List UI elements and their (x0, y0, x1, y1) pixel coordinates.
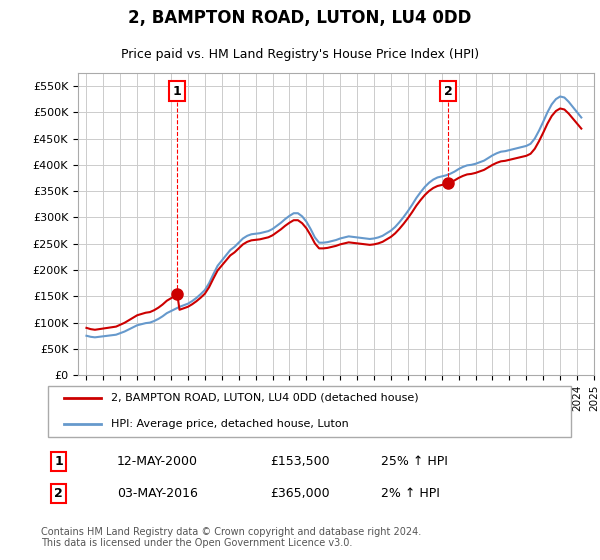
Text: 1: 1 (54, 455, 63, 468)
Text: HPI: Average price, detached house, Luton: HPI: Average price, detached house, Luto… (112, 419, 349, 429)
Text: £153,500: £153,500 (270, 455, 329, 468)
Text: Contains HM Land Registry data © Crown copyright and database right 2024.
This d: Contains HM Land Registry data © Crown c… (41, 526, 421, 548)
Text: 2: 2 (54, 487, 63, 500)
Text: 2, BAMPTON ROAD, LUTON, LU4 0DD: 2, BAMPTON ROAD, LUTON, LU4 0DD (128, 9, 472, 27)
Text: 12-MAY-2000: 12-MAY-2000 (116, 455, 197, 468)
Text: 2, BAMPTON ROAD, LUTON, LU4 0DD (detached house): 2, BAMPTON ROAD, LUTON, LU4 0DD (detache… (112, 393, 419, 403)
Text: 2% ↑ HPI: 2% ↑ HPI (380, 487, 440, 500)
Text: 1: 1 (173, 85, 182, 97)
Text: 25% ↑ HPI: 25% ↑ HPI (380, 455, 448, 468)
Text: £365,000: £365,000 (270, 487, 329, 500)
Text: Price paid vs. HM Land Registry's House Price Index (HPI): Price paid vs. HM Land Registry's House … (121, 48, 479, 61)
Text: 2: 2 (443, 85, 452, 97)
FancyBboxPatch shape (48, 386, 571, 437)
Text: 03-MAY-2016: 03-MAY-2016 (116, 487, 197, 500)
